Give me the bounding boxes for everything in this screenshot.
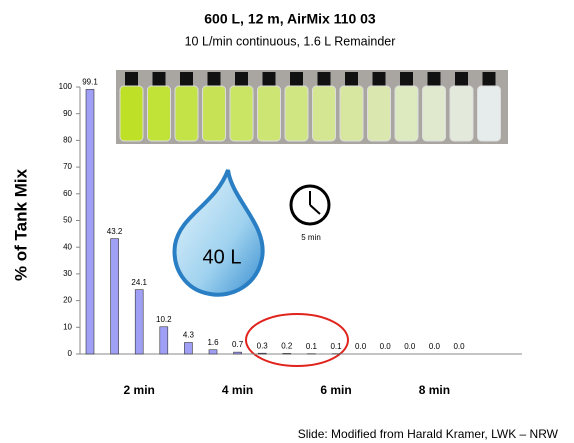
value-label: 0.0 bbox=[429, 342, 441, 351]
bottle-cap bbox=[125, 72, 138, 86]
value-label: 0.7 bbox=[232, 340, 244, 349]
value-label: 24.1 bbox=[131, 278, 147, 287]
value-label: 0.3 bbox=[257, 341, 269, 350]
chart-title: 600 L, 12 m, AirMix 110 03 bbox=[204, 11, 376, 27]
bottle-cap bbox=[318, 72, 331, 86]
bottle bbox=[175, 86, 198, 141]
bottle bbox=[285, 86, 308, 141]
value-label: 43.2 bbox=[107, 227, 123, 236]
bar bbox=[160, 327, 168, 354]
chart: 600 L, 12 m, AirMix 110 03 10 L/min cont… bbox=[0, 0, 574, 443]
y-tick-label: 40 bbox=[63, 242, 72, 251]
value-label: 0.1 bbox=[306, 342, 318, 351]
bottle bbox=[258, 86, 281, 141]
bottle-cap bbox=[208, 72, 221, 86]
bottle-cap bbox=[373, 72, 386, 86]
clock-label: 5 min bbox=[301, 233, 321, 242]
y-tick-label: 80 bbox=[63, 136, 72, 145]
bottle bbox=[230, 86, 253, 141]
value-label: 0.0 bbox=[380, 342, 392, 351]
chart-subtitle: 10 L/min continuous, 1.6 L Remainder bbox=[185, 34, 396, 48]
bottle-cap bbox=[400, 72, 413, 86]
bar bbox=[184, 343, 192, 354]
bottle-cap bbox=[263, 72, 276, 86]
bottle bbox=[148, 86, 171, 141]
x-tick-label: 8 min bbox=[419, 383, 450, 397]
bottle-cap bbox=[153, 72, 166, 86]
x-tick-label: 4 min bbox=[222, 383, 253, 397]
value-label: 1.6 bbox=[207, 338, 219, 347]
bottle-cap bbox=[180, 72, 193, 86]
x-tick-label: 6 min bbox=[320, 383, 351, 397]
y-tick-label: 30 bbox=[63, 269, 72, 278]
bottle bbox=[368, 86, 391, 141]
bar bbox=[86, 89, 94, 354]
source-note: Slide: Modified from Harald Kramer, LWK … bbox=[298, 427, 559, 441]
value-label: 10.2 bbox=[156, 315, 172, 324]
x-tick-label: 2 min bbox=[124, 383, 155, 397]
y-tick-label: 70 bbox=[63, 162, 72, 171]
bottle bbox=[203, 86, 226, 141]
bottle bbox=[478, 86, 501, 141]
clock-icon: 5 min bbox=[291, 186, 329, 242]
bottle-cap bbox=[483, 72, 496, 86]
highlight-ellipse bbox=[246, 314, 348, 366]
bar bbox=[283, 353, 291, 354]
y-tick-label: 60 bbox=[63, 189, 72, 198]
bottle bbox=[395, 86, 418, 141]
value-label: 0.0 bbox=[404, 342, 416, 351]
bottles-photo bbox=[116, 70, 508, 144]
bottle bbox=[340, 86, 363, 141]
y-tick-label: 100 bbox=[59, 82, 73, 91]
value-label: 4.3 bbox=[183, 331, 195, 340]
value-label: 0.1 bbox=[330, 342, 342, 351]
bottle bbox=[120, 86, 143, 141]
value-label: 99.1 bbox=[82, 78, 98, 87]
y-axis-label: % of Tank Mix bbox=[11, 168, 30, 281]
y-tick-label: 10 bbox=[63, 322, 72, 331]
value-label: 0.2 bbox=[281, 342, 293, 351]
bottle bbox=[450, 86, 473, 141]
bar bbox=[135, 290, 143, 354]
bottle bbox=[313, 86, 336, 141]
bottle-cap bbox=[345, 72, 358, 86]
bottle bbox=[423, 86, 446, 141]
y-tick-label: 90 bbox=[63, 109, 72, 118]
bar bbox=[209, 350, 217, 354]
bottle-cap bbox=[428, 72, 441, 86]
y-tick-label: 20 bbox=[63, 296, 72, 305]
bar bbox=[111, 239, 119, 354]
bar bbox=[258, 353, 266, 354]
drop-icon: 40 L bbox=[175, 170, 263, 295]
bottle-cap bbox=[290, 72, 303, 86]
bar bbox=[234, 352, 242, 354]
bottle-cap bbox=[235, 72, 248, 86]
y-tick-label: 0 bbox=[68, 349, 73, 358]
y-tick-label: 50 bbox=[63, 216, 72, 225]
value-label: 0.0 bbox=[453, 342, 465, 351]
bottle-cap bbox=[455, 72, 468, 86]
drop-label: 40 L bbox=[203, 246, 242, 268]
value-label: 0.0 bbox=[355, 342, 367, 351]
